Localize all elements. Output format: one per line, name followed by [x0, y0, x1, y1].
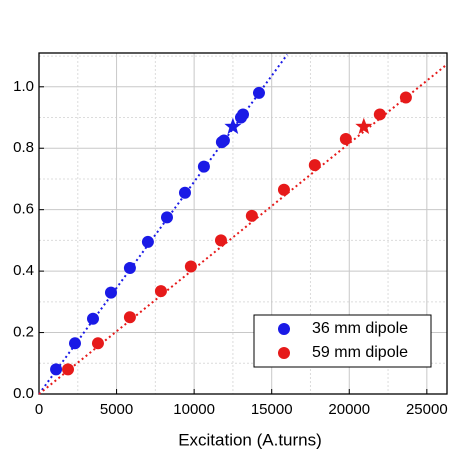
point	[123, 311, 136, 324]
point	[91, 337, 104, 350]
plot-frame	[38, 52, 448, 395]
point	[160, 211, 173, 224]
x-tick-label: 15000	[251, 401, 293, 418]
legend-label: 59 mm dipole	[312, 344, 408, 361]
x-tick-label: 25000	[406, 401, 448, 418]
legend-label: 36 mm dipole	[312, 320, 408, 337]
point	[68, 337, 81, 350]
point	[217, 134, 230, 147]
point	[237, 108, 249, 121]
point	[373, 108, 386, 121]
y-tick-label: 0.4	[13, 262, 34, 279]
x-tick-label: 10000	[173, 401, 215, 418]
y-tick-label: 0.2	[13, 324, 34, 341]
x-tick-label: 20000	[328, 401, 370, 418]
point	[399, 91, 412, 104]
point	[245, 209, 258, 222]
point	[154, 285, 167, 298]
legend: 36 mm dipole 59 mm dipole	[253, 314, 432, 368]
legend-marker	[278, 323, 290, 335]
point	[339, 133, 352, 146]
point	[252, 86, 265, 99]
star-point	[355, 117, 373, 134]
y-tick-label: 0.8	[13, 139, 34, 156]
point	[86, 312, 99, 325]
point	[104, 286, 117, 299]
point	[141, 235, 154, 248]
star-point	[224, 117, 242, 134]
point	[214, 234, 227, 247]
point	[50, 363, 63, 376]
x-axis-label: Excitation (A.turns)	[178, 430, 322, 449]
point	[197, 160, 210, 173]
x-tick-label: 5000	[100, 401, 133, 418]
point	[184, 260, 197, 273]
x-tick-label: 0	[35, 401, 43, 418]
legend-marker	[278, 347, 290, 359]
point	[308, 159, 321, 172]
y-tick-label: 0.0	[13, 385, 34, 402]
point	[123, 262, 136, 275]
point	[277, 183, 290, 196]
y-tick-label: 1.0	[13, 78, 34, 95]
point	[62, 363, 75, 376]
point	[178, 186, 191, 199]
y-tick-label: 0.6	[13, 201, 34, 218]
